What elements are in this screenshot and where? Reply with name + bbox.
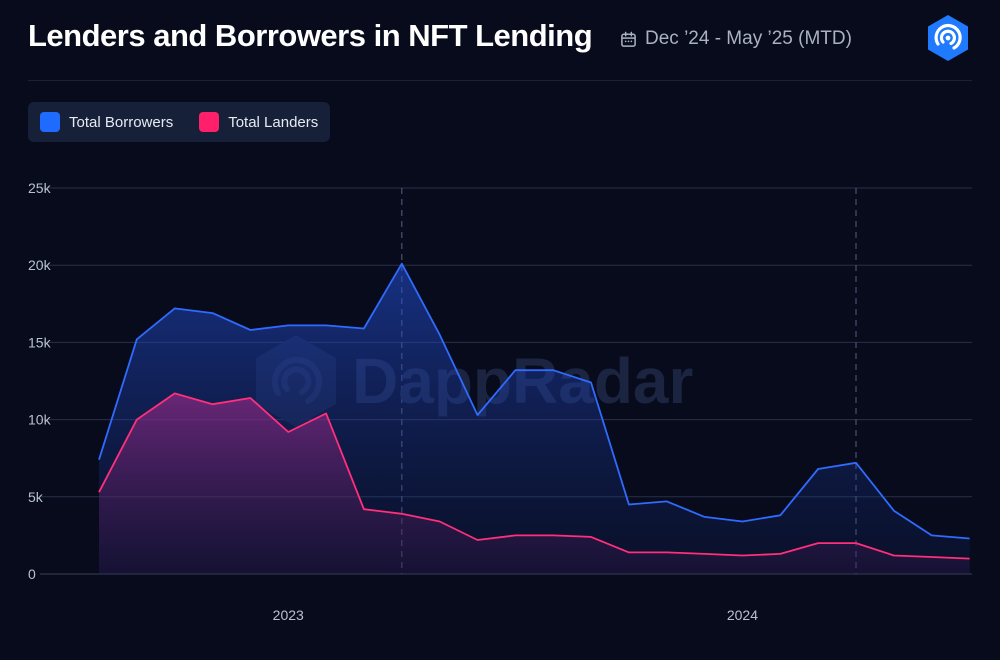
legend-item-borrowers[interactable]: Total Borrowers	[40, 112, 173, 132]
y-tick-label: 5k	[28, 489, 44, 505]
date-range-selector[interactable]: Dec ’24 - May ’25 (MTD)	[620, 28, 852, 50]
dappradar-logo-icon[interactable]	[924, 14, 972, 62]
y-tick-label: 10k	[28, 412, 52, 428]
x-tick-label: 2023	[273, 607, 304, 623]
axis-layer: 05k10k15k20k25k202320242025	[28, 180, 758, 623]
y-tick-label: 15k	[28, 334, 52, 350]
y-tick-label: 25k	[28, 180, 52, 196]
area-landers	[99, 393, 970, 574]
line-borrowers	[98, 262, 970, 540]
legend-item-landers[interactable]: Total Landers	[199, 112, 318, 132]
calendar-icon	[621, 31, 636, 47]
area-layer	[99, 263, 970, 574]
header-divider	[28, 80, 972, 81]
legend-swatch-borrowers	[40, 112, 60, 132]
y-tick-label: 20k	[28, 257, 52, 273]
chart-legend: Total Borrowers Total Landers	[28, 102, 331, 142]
line-layer	[98, 262, 970, 560]
legend-label-borrowers: Total Borrowers	[69, 113, 174, 131]
legend-label-landers: Total Landers	[228, 113, 319, 131]
line-landers	[98, 392, 970, 560]
x-tick-label: 2024	[727, 607, 758, 623]
date-range-label: Dec ’24 - May ’25 (MTD)	[645, 28, 852, 49]
chart-title: Lenders and Borrowers in NFT Lending	[28, 18, 593, 53]
chart-header: Lenders and Borrowers in NFT Lending Dec…	[0, 0, 1000, 80]
area-chart: DappRadar 05k10k15k20k25k202320242025	[28, 180, 972, 623]
legend-swatch-landers	[199, 112, 220, 132]
y-tick-label: 0	[28, 566, 36, 582]
